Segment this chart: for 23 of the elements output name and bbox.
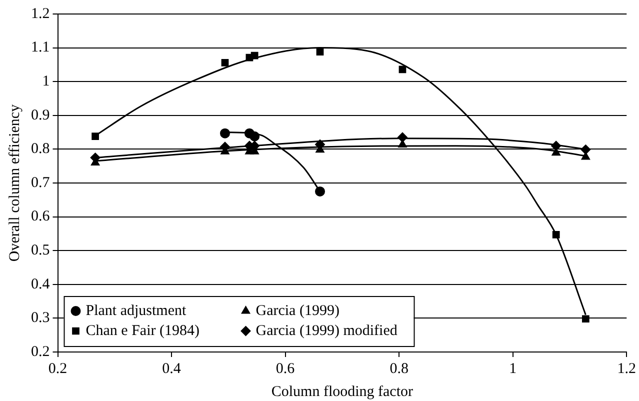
x-axis-title: Column flooding factor	[271, 384, 414, 400]
legend-label: Garcia (1999) modified	[256, 322, 398, 339]
x-tick-label: 0.8	[390, 360, 408, 377]
y-tick-label: 0.6	[31, 208, 50, 225]
x-tick-label: 1	[509, 360, 517, 377]
y-tick-label: 1	[42, 74, 50, 90]
x-tick-label: 0.4	[162, 360, 182, 377]
y-tick-label: 0.2	[31, 344, 50, 360]
y-tick-label: 0.3	[31, 310, 50, 326]
x-tick-label: 0.6	[276, 360, 296, 377]
y-tick-label: 0.5	[31, 242, 50, 259]
y-tick-label: 0.7	[31, 174, 50, 191]
y-tick-label: 0.4	[31, 276, 50, 292]
y-tick-label: 1.1	[31, 40, 50, 56]
y-tick-label: 0.9	[31, 107, 50, 124]
x-tick-label: 0.2	[48, 360, 68, 377]
legend-label: Garcia (1999)	[256, 302, 340, 319]
y-axis-title: Overall column efficiency	[6, 104, 23, 262]
y-tick-label: 0.8	[31, 141, 50, 158]
legend-label: Chan e Fair (1984)	[86, 322, 200, 339]
y-tick-label: 1.2	[31, 6, 50, 22]
legend-label: Plant adjustment	[86, 302, 187, 319]
x-tick-label: 1.2	[617, 360, 636, 377]
